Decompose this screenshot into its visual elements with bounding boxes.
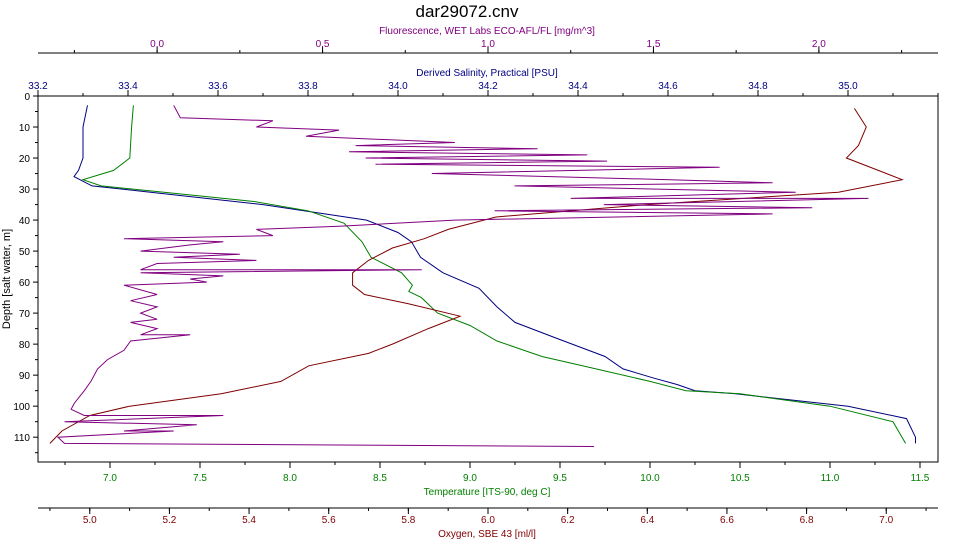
oxygen-tick-label: 5.8 — [401, 515, 415, 526]
oxygen-tick-label: 6.0 — [481, 515, 495, 526]
salinity-tick-label: 33.8 — [298, 81, 318, 92]
oxygen-tick-label: 5.4 — [242, 515, 256, 526]
temperature-axis-label: Temperature [ITS-90, deg C] — [424, 487, 551, 498]
depth-tick-label: 10 — [19, 123, 31, 134]
salinity-tick-label: 33.4 — [118, 81, 138, 92]
oxygen-tick-label: 5.6 — [322, 515, 336, 526]
plot-area — [37, 95, 939, 463]
fluorescence-tick-label: 1.5 — [646, 39, 660, 50]
fluorescence-tick-label: 2.0 — [812, 39, 826, 50]
fluorescence-tick-label: 0.5 — [316, 39, 330, 50]
temperature-tick-label: 11.5 — [911, 473, 930, 484]
depth-tick-label: 100 — [13, 402, 30, 413]
depth-tick-label: 30 — [19, 185, 31, 196]
oxygen-profile-line — [49, 108, 904, 444]
temperature-tick-label: 9.0 — [463, 473, 477, 484]
salinity-axis: 33.2 33.4 33.6 33.8 34.0 34.2 34.4 34.6 34.8 35.0 — [28, 81, 939, 96]
oxygen-tick-label: 7.0 — [879, 515, 893, 526]
oxygen-tick-label: 5.2 — [162, 515, 176, 526]
fluorescence-profile-line — [56, 105, 869, 447]
salinity-axis-label: Derived Salinity, Practical [PSU] — [416, 68, 558, 79]
salinity-tick-label: 34.6 — [658, 81, 678, 92]
temperature-tick-label: 8.5 — [373, 473, 387, 484]
salinity-tick-label: 34.0 — [388, 81, 408, 92]
salinity-tick-label: 33.6 — [208, 81, 228, 92]
oxygen-tick-label: 6.2 — [561, 515, 575, 526]
oxygen-axis-label: Oxygen, SBE 43 [ml/l] — [438, 529, 536, 540]
fluorescence-tick-label: 0.0 — [150, 39, 164, 50]
salinity-tick-label: 33.2 — [28, 81, 48, 92]
temperature-tick-label: 10.0 — [640, 473, 660, 484]
depth-tick-label: 40 — [19, 216, 31, 227]
depth-tick-label: 0 — [24, 92, 30, 103]
oxygen-tick-label: 6.6 — [720, 515, 734, 526]
depth-tick-label: 20 — [19, 154, 31, 165]
temperature-tick-label: 7.5 — [193, 473, 207, 484]
depth-tick-label: 70 — [19, 309, 31, 320]
oxygen-tick-label: 6.8 — [800, 515, 814, 526]
salinity-tick-label: 34.2 — [478, 81, 498, 92]
salinity-tick-label: 34.4 — [568, 81, 588, 92]
oxygen-tick-label: 6.4 — [640, 515, 654, 526]
depth-tick-label: 90 — [19, 371, 31, 382]
fluorescence-tick-label: 1.0 — [481, 39, 495, 50]
depth-tick-label: 80 — [19, 340, 31, 351]
temperature-tick-label: 8.0 — [283, 473, 297, 484]
fluorescence-axis-label: Fluorescence, WET Labs ECO-AFL/FL [mg/m^… — [379, 26, 595, 37]
temperature-tick-label: 9.5 — [553, 473, 567, 484]
oxygen-axis: 5.0 5.2 5.4 5.6 5.8 6.0 6.2 6.4 6.6 6.8 7.0 — [38, 507, 938, 526]
temperature-axis: 7.0 7.5 8.0 8.5 9.0 9.5 10.0 10.5 11.0 11.5 — [64, 462, 930, 484]
chart-title: dar29072.cnv — [415, 2, 519, 21]
depth-tick-label: 110 — [14, 433, 30, 444]
depth-axis-label: Depth [salt water, m] — [1, 229, 13, 329]
fluorescence-axis: 0.0 0.5 1.0 1.5 2.0 — [38, 39, 938, 54]
temperature-tick-label: 7.0 — [103, 473, 117, 484]
depth-axis: 0 10 20 30 40 50 60 70 80 90 100 110 — [13, 92, 38, 454]
temperature-tick-label: 10.5 — [730, 473, 750, 484]
temperature-tick-label: 11.0 — [821, 473, 840, 484]
depth-tick-label: 60 — [19, 278, 31, 289]
salinity-tick-label: 35.0 — [838, 81, 858, 92]
salinity-tick-label: 34.8 — [748, 81, 768, 92]
depth-tick-label: 50 — [19, 247, 31, 258]
series-layer — [49, 105, 916, 447]
temperature-profile-line — [81, 105, 907, 444]
oxygen-tick-label: 5.0 — [83, 515, 97, 526]
